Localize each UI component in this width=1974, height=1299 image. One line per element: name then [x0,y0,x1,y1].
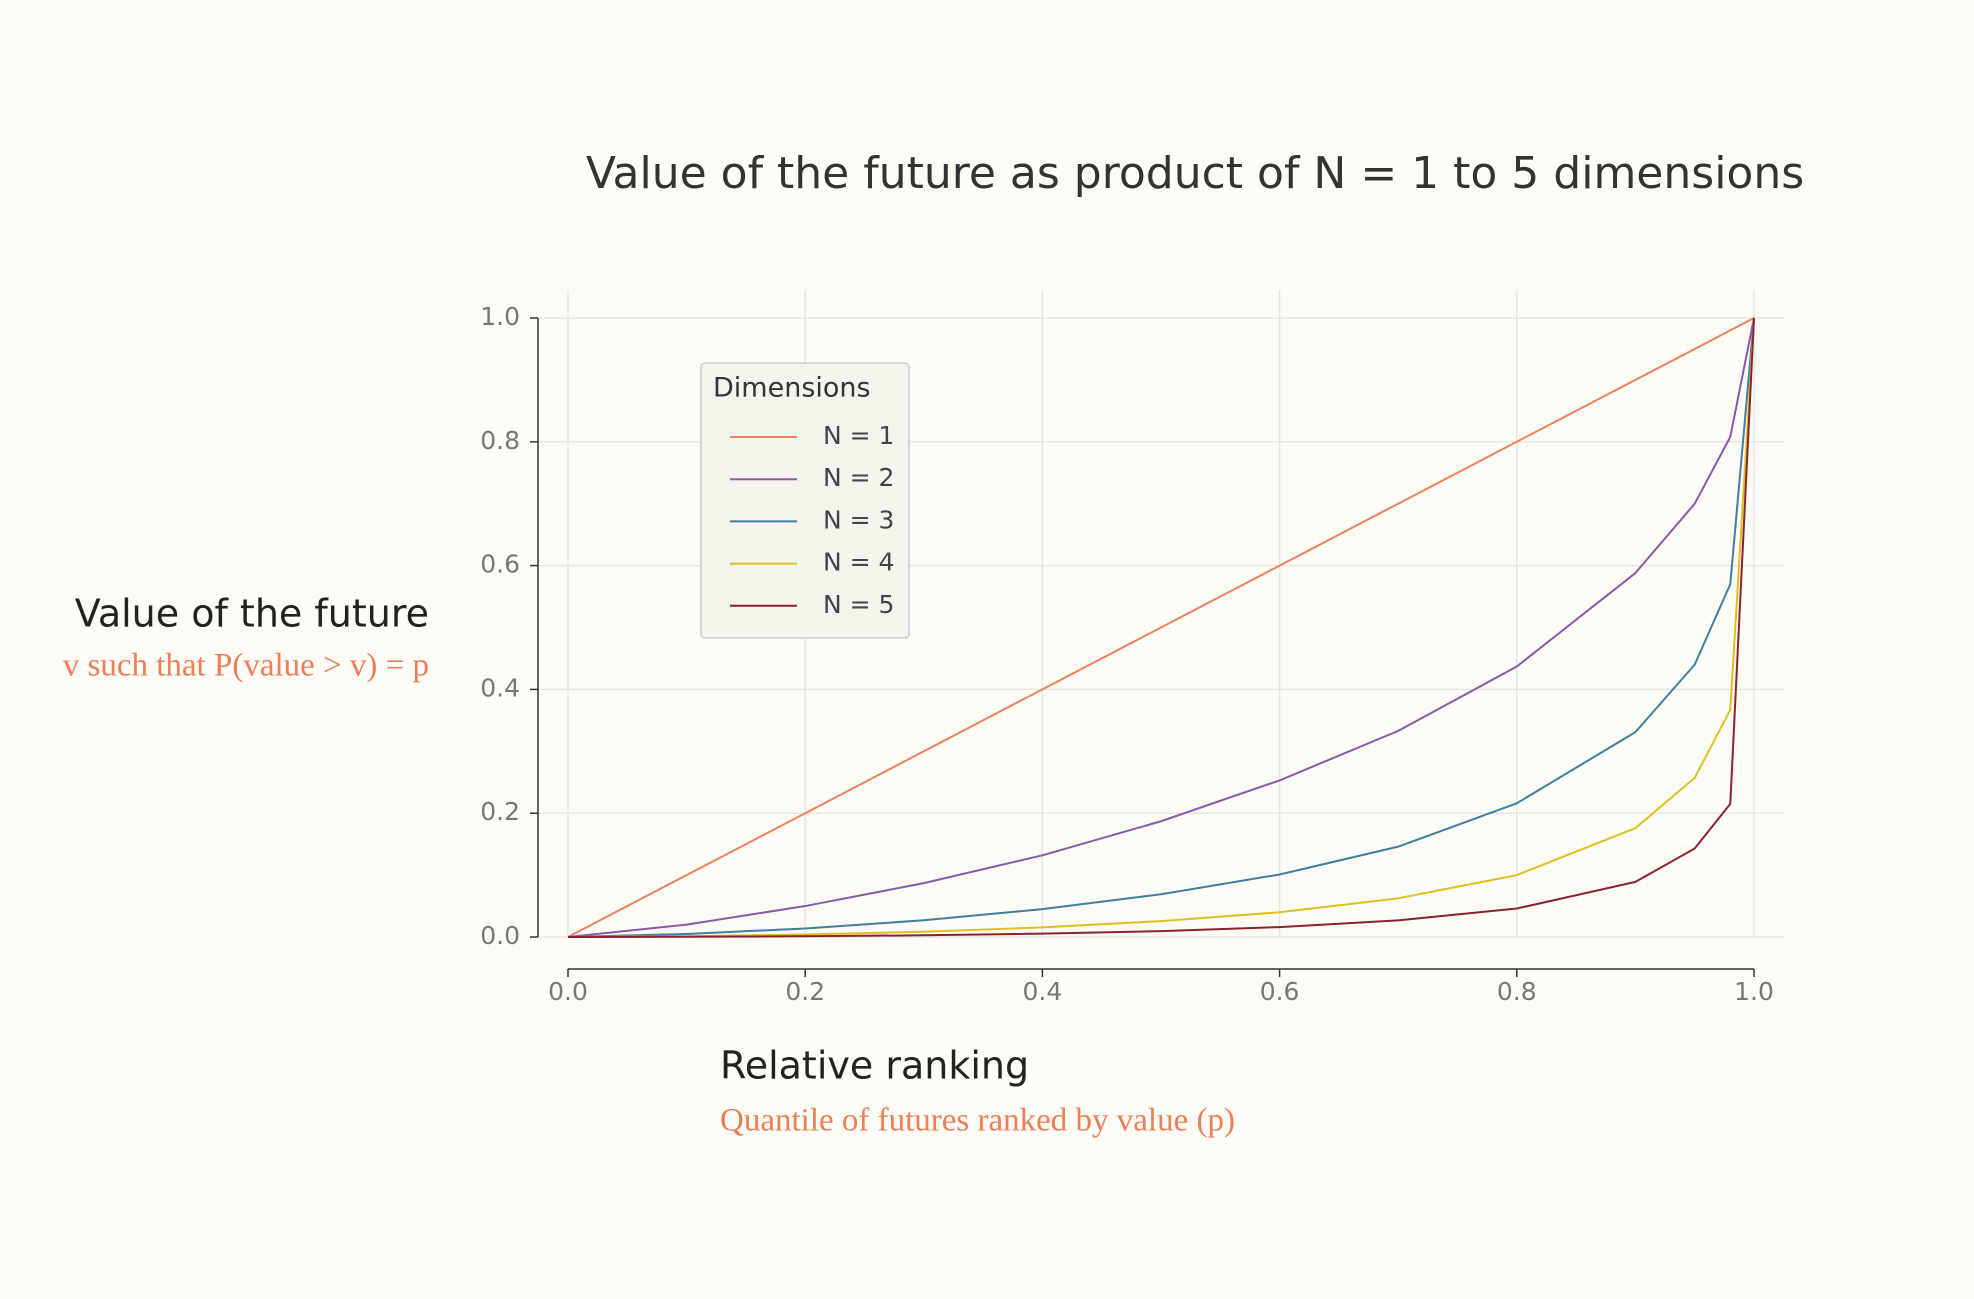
legend: N = 1 N = 2 N = 3 N = 4 N = 5 [730,421,894,619]
x-tick-label: 0.0 [548,977,588,1006]
legend-label: N = 5 [823,590,894,619]
series-line [567,317,1755,938]
chart-title: Value of the future as product of N = 1 … [586,148,1804,199]
legend-label: N = 3 [823,505,894,534]
legend-label: N = 2 [823,463,894,492]
y-tick-label: 0.4 [480,673,520,702]
y-axis-sublabel: v such that P(value > v) = p [63,648,429,684]
y-tick-label: 0.6 [480,550,520,579]
x-axis-label: Relative ranking [720,1044,1029,1088]
series-line [567,317,1755,938]
y-tick-label: 0.2 [480,797,520,826]
legend-title: Dimensions [713,373,871,404]
x-tick-label: 0.6 [1260,977,1300,1006]
series-line [567,317,1755,938]
legend-label: N = 4 [823,548,894,577]
legend-label: N = 1 [823,421,894,450]
grid [538,290,1784,938]
x-axis-sublabel: Quantile of futures ranked by value (p) [720,1103,1235,1139]
x-tick-label: 0.2 [785,977,825,1006]
x-tick-label: 0.4 [1023,977,1063,1006]
y-tick-label: 0.8 [480,426,520,455]
series-line [567,317,1755,938]
x-tick-label: 1.0 [1734,977,1774,1006]
y-tick-label: 0.0 [480,921,520,950]
plot-lines [567,317,1755,938]
x-tick-label: 0.8 [1497,977,1537,1006]
legend-box [700,362,910,639]
series-line [567,317,1755,938]
y-axis-label: Value of the future [75,592,429,636]
y-tick-label: 1.0 [480,302,520,331]
